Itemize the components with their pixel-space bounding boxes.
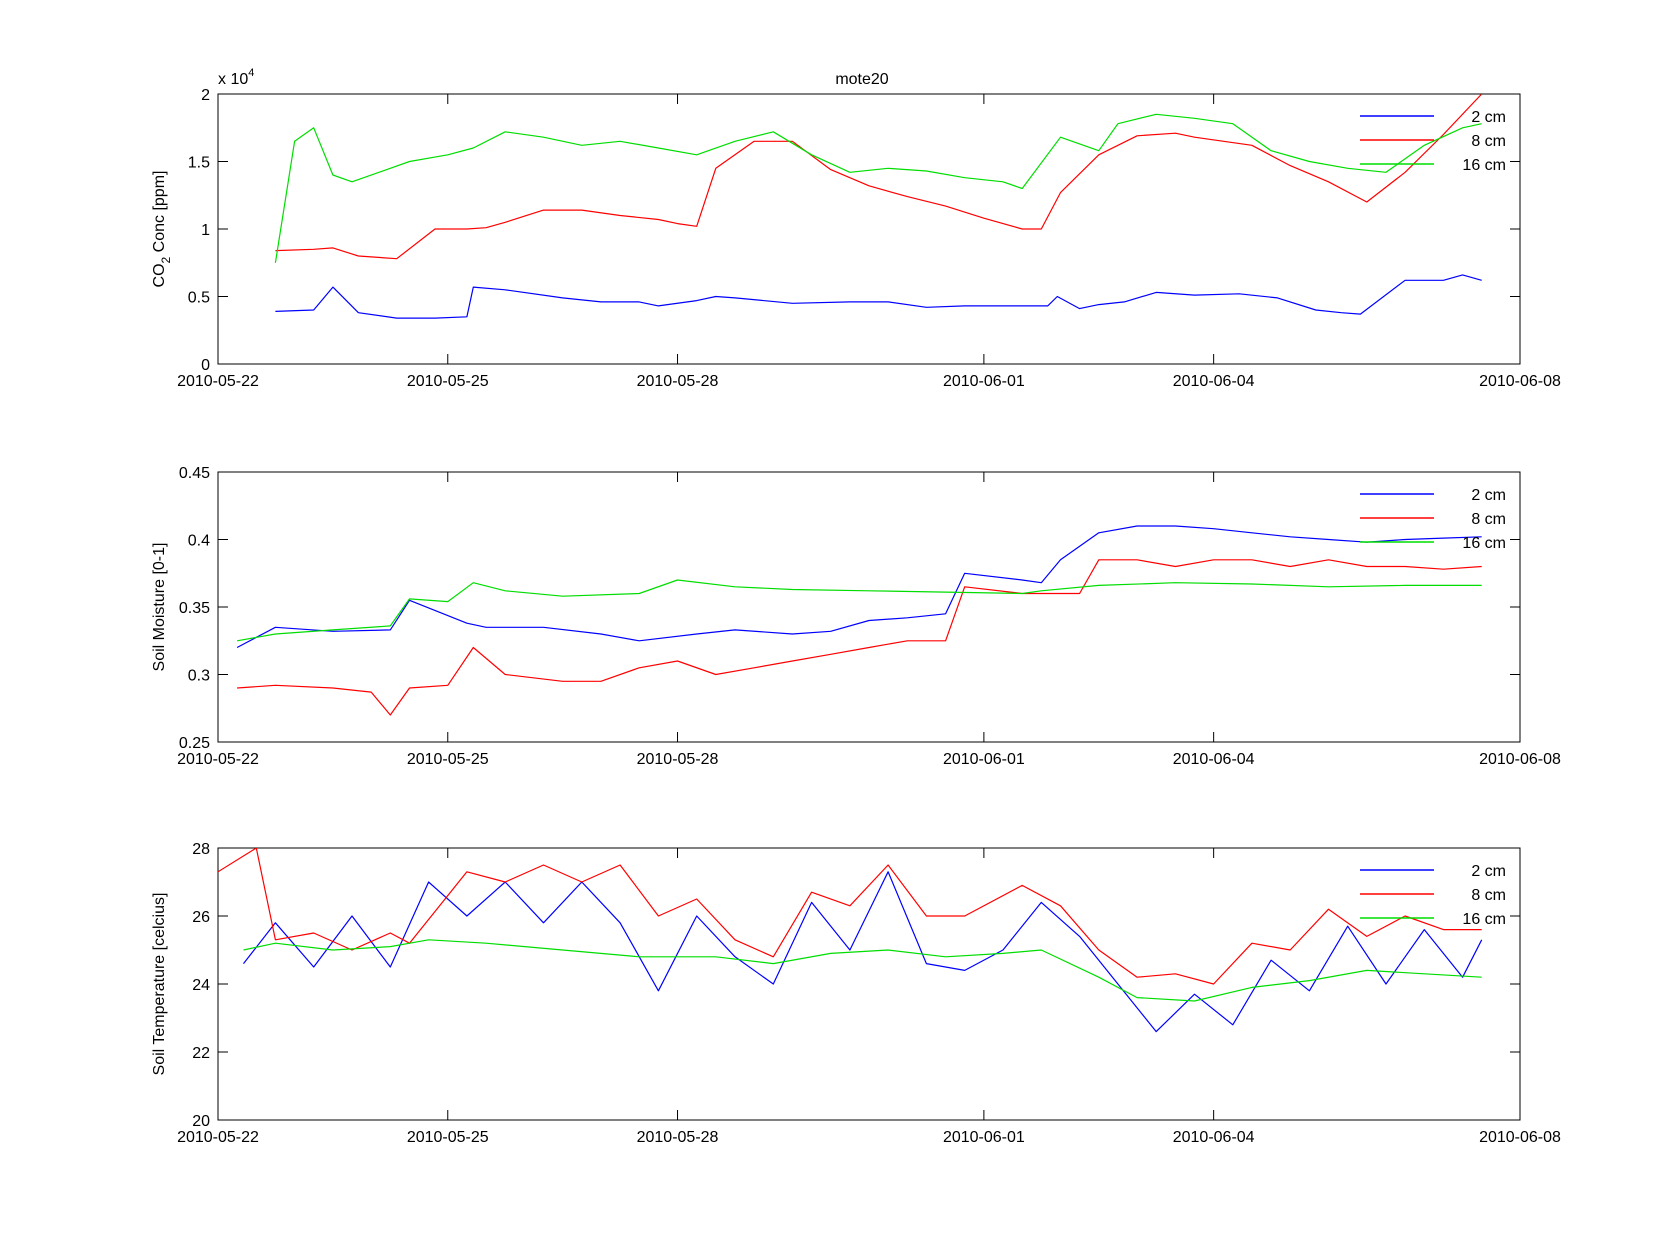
y-tick-label: 0.35 <box>179 600 210 617</box>
y-tick-label: 0.25 <box>179 735 210 752</box>
x-tick-label: 2010-06-08 <box>1479 751 1561 768</box>
x-tick-label: 2010-06-01 <box>943 1129 1025 1146</box>
x-tick-label: 2010-05-25 <box>407 373 489 390</box>
x-tick-label: 2010-05-28 <box>637 1129 719 1146</box>
legend-label: 16 cm <box>1462 535 1506 552</box>
y-exponent-label: x 104 <box>218 67 254 88</box>
axes-root: 2010-05-22 2010-05-25 2010-05-28 2010-06-01… <box>151 67 1561 1146</box>
series-line-8cm <box>218 848 1482 985</box>
y-axis-label: Soil Moisture [0-1] <box>151 543 168 672</box>
axes-frame <box>217 471 1521 743</box>
y-tick-label: 22 <box>192 1045 210 1062</box>
x-tick-label: 2010-06-04 <box>1173 373 1255 390</box>
x-tick-label: 2010-06-01 <box>943 373 1025 390</box>
y-tick-label: 0.45 <box>179 465 210 482</box>
x-tick-label: 2010-06-08 <box>1479 1129 1561 1146</box>
legend-label: 8 cm <box>1471 133 1506 150</box>
axes-frame <box>217 93 1521 365</box>
y-tick-label: 28 <box>192 841 210 858</box>
series-line-2cm <box>243 871 1483 1033</box>
legend-label: 2 cm <box>1471 109 1506 126</box>
y-tick-label: 20 <box>192 1113 210 1130</box>
x-tick-label: 2010-05-25 <box>407 751 489 768</box>
legend-label: 16 cm <box>1462 157 1506 174</box>
legend-label: 8 cm <box>1471 887 1506 904</box>
series-line-8cm <box>275 94 1483 260</box>
axes-2: 2010-05-22 2010-05-25 2010-05-28 2010-06-01… <box>151 465 1561 768</box>
series-line-2cm <box>275 274 1482 319</box>
x-tick-label: 2010-06-08 <box>1479 373 1561 390</box>
x-tick-label: 2010-05-22 <box>177 1129 259 1146</box>
x-tick-label: 2010-06-01 <box>943 751 1025 768</box>
series-line-16cm <box>236 579 1482 642</box>
y-tick-label: 0.4 <box>188 533 210 550</box>
y-axis-label: Soil Temperature [celcius] <box>151 893 168 1076</box>
legend-label: 2 cm <box>1471 863 1506 880</box>
axes-1: 2010-05-22 2010-05-25 2010-05-28 2010-06-01… <box>151 67 1561 390</box>
series-line-8cm <box>237 559 1482 716</box>
axes-frame <box>217 847 1521 1121</box>
y-tick-label: 24 <box>192 977 210 994</box>
x-tick-label: 2010-05-28 <box>637 373 719 390</box>
y-tick-label: 2 <box>201 87 210 104</box>
x-tick-label: 2010-05-22 <box>177 751 259 768</box>
y-tick-label: 0 <box>201 357 210 374</box>
y-tick-label: 1.5 <box>188 155 210 172</box>
x-tick-label: 2010-05-22 <box>177 373 259 390</box>
legend-label: 8 cm <box>1471 511 1506 528</box>
x-tick-label: 2010-05-25 <box>407 1129 489 1146</box>
legend-label: 2 cm <box>1471 487 1506 504</box>
figure-title: mote20 <box>835 71 888 88</box>
y-tick-label: 26 <box>192 909 210 926</box>
x-tick-label: 2010-05-28 <box>637 751 719 768</box>
y-tick-label: 0.5 <box>188 290 210 307</box>
x-tick-label: 2010-06-04 <box>1173 751 1255 768</box>
series-line-16cm <box>274 113 1482 263</box>
y-tick-label: 0.3 <box>188 668 210 685</box>
x-tick-label: 2010-06-04 <box>1173 1129 1255 1146</box>
y-axis-label: CO2 Conc [ppm] <box>151 171 173 288</box>
series-line-2cm <box>236 525 1482 649</box>
series-line-16cm <box>243 939 1482 1002</box>
y-tick-label: 1 <box>201 222 210 239</box>
legend-label: 16 cm <box>1462 911 1506 928</box>
axes-3: 2010-05-22 2010-05-25 2010-05-28 2010-06-01… <box>151 841 1561 1146</box>
